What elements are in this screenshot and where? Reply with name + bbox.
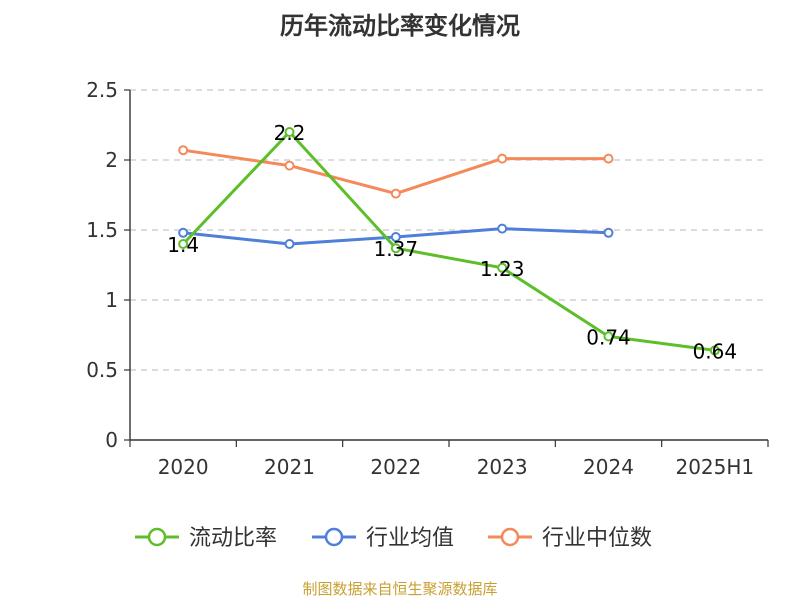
data-point (497, 262, 508, 273)
y-tick-label: 0 (105, 428, 118, 452)
data-point (603, 331, 614, 342)
legend-item[interactable]: 流动比率 (135, 526, 277, 551)
data-point (178, 145, 189, 156)
data-label: 1.23 (480, 257, 525, 281)
x-tick-label: 2023 (477, 455, 528, 479)
data-point (178, 239, 189, 249)
data-point (284, 160, 295, 171)
data-label: 1.37 (374, 237, 419, 261)
legend-marker (500, 527, 520, 547)
series-lines (178, 127, 720, 356)
x-tick-label: 2022 (370, 455, 421, 479)
legend-marker (324, 527, 344, 547)
data-point (284, 127, 295, 137)
data-point (178, 227, 189, 238)
gridlines (130, 89, 768, 371)
x-tick-label: 2024 (583, 455, 634, 479)
x-tick-label: 2025H1 (675, 455, 754, 479)
data-point (497, 153, 508, 164)
legend-item[interactable]: 行业中位数 (488, 526, 652, 551)
series-line (182, 148, 609, 196)
data-label: 0.64 (693, 339, 738, 363)
chart-title: 历年流动比率变化情况 (280, 12, 520, 40)
source-note: 制图数据来自恒生聚源数据库 (302, 580, 498, 598)
y-tick-label: 2.5 (86, 78, 118, 102)
axes: 0 0.5 1 1.5 2 2.5 2020 2021 2022 2023 2024 2025H1 (86, 78, 769, 479)
y-tick-label: 1 (105, 288, 118, 312)
data-point (497, 223, 508, 234)
data-point (709, 345, 720, 356)
data-label: 0.74 (586, 325, 631, 349)
data-point (603, 153, 614, 164)
data-point (390, 243, 401, 254)
data-point (603, 227, 614, 238)
data-label: 2.2 (274, 121, 306, 145)
legend-marker (147, 527, 167, 547)
legend-item[interactable]: 行业均值 (312, 526, 454, 551)
legend[interactable]: 流动比率 行业均值 行业中位数 (135, 526, 652, 551)
y-tick-label: 0.5 (86, 358, 118, 382)
y-tick-label: 2 (105, 148, 118, 172)
y-tick-label: 1.5 (86, 218, 118, 242)
legend-label: 行业中位数 (542, 526, 652, 551)
legend-label: 行业均值 (366, 526, 454, 551)
x-tick-label: 2020 (158, 455, 209, 479)
data-point (284, 239, 295, 249)
data-labels: 1.4 2.2 1.37 1.23 0.74 0.64 (167, 121, 737, 363)
x-tick-label: 2021 (264, 455, 315, 479)
series-line (182, 130, 716, 352)
data-point (390, 232, 401, 242)
data-label: 1.4 (167, 233, 199, 257)
data-point (390, 188, 401, 199)
legend-label: 流动比率 (189, 526, 277, 551)
